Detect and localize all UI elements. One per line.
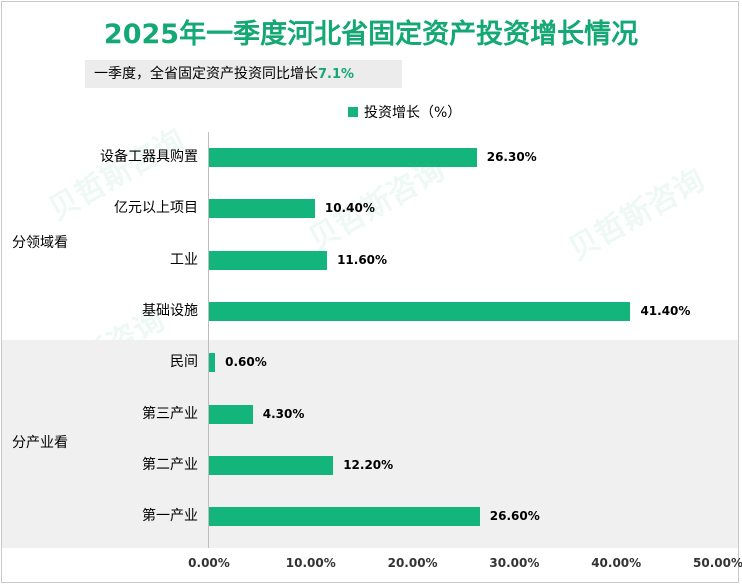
category-label: 基础设施 (142, 302, 198, 319)
bar (209, 199, 315, 219)
bar (209, 353, 216, 373)
category-label: 第二产业 (142, 456, 198, 473)
chart-title: 2025年一季度河北省固定资产投资增长情况 (103, 19, 639, 50)
category-label: 设备工器具购置 (100, 149, 198, 165)
subtitle-highlight: 7.1% (318, 67, 355, 82)
x-tick-label: 0.00% (188, 556, 230, 570)
x-tick-label: 10.00% (285, 556, 336, 570)
bar (209, 148, 477, 167)
y-axis-line (208, 132, 209, 548)
data-label: 10.40% (324, 201, 375, 216)
data-label: 11.60% (337, 252, 388, 267)
x-tick-label: 50.00% (693, 556, 742, 570)
bar (209, 301, 631, 321)
group-label-industry: 分产业看 (12, 435, 68, 451)
data-label: 4.30% (262, 406, 305, 421)
data-label: 0.60% (225, 355, 267, 370)
bar (209, 455, 334, 475)
x-tick-label: 40.00% (591, 556, 642, 570)
category-label: 第三产业 (142, 405, 198, 422)
bar (209, 507, 480, 527)
group-label-domain: 分领域看 (12, 235, 68, 251)
category-label: 民间 (170, 354, 198, 371)
legend-swatch (348, 107, 358, 117)
category-label: 第一产业 (142, 508, 198, 525)
x-tick-label: 30.00% (489, 556, 540, 570)
bar (209, 250, 328, 270)
x-tick-label: 20.00% (387, 556, 438, 570)
subtitle-text: 一季度，全省固定资产投资同比增长 (94, 66, 318, 82)
legend: 投资增长（%） (348, 104, 461, 122)
legend-label: 投资增长（%） (364, 105, 462, 121)
subtitle-box: 一季度，全省固定资产投资同比增长7.1% (85, 60, 402, 88)
data-label: 41.40% (640, 303, 691, 318)
data-label: 26.60% (489, 509, 540, 524)
data-label: 26.30% (486, 150, 537, 164)
bar (209, 404, 253, 424)
category-label: 工业 (170, 251, 198, 268)
category-label: 亿元以上项目 (114, 200, 198, 217)
data-label: 12.20% (343, 457, 394, 472)
